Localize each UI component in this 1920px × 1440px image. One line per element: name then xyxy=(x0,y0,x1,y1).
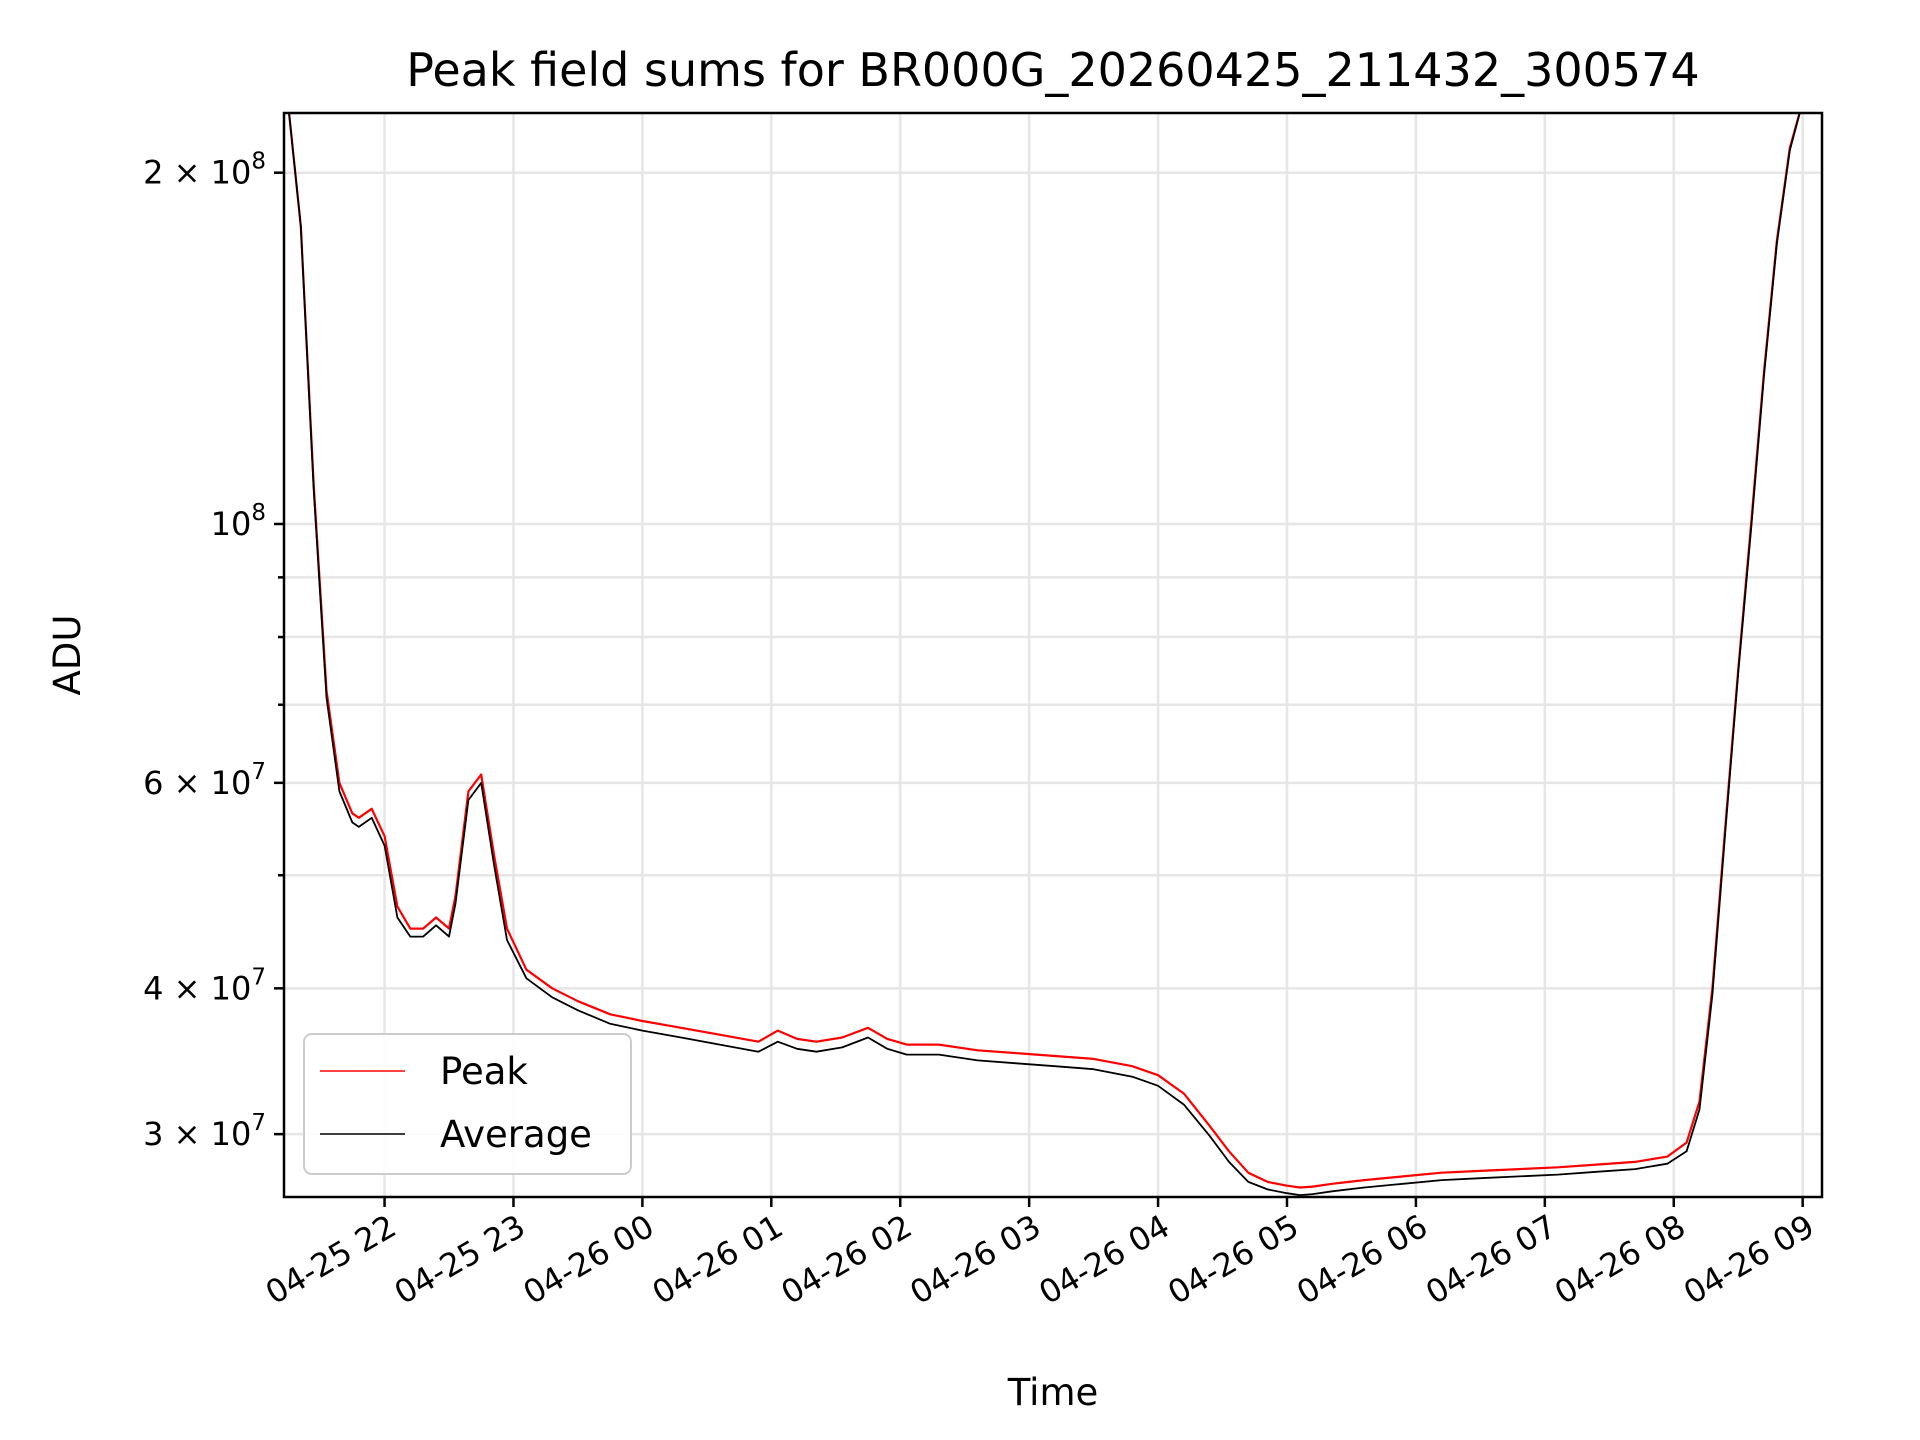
y-tick-label: 108 xyxy=(211,500,266,543)
x-tick-label: 04-25 22 xyxy=(259,1207,403,1312)
x-tick-label: 04-26 03 xyxy=(904,1207,1048,1312)
x-tick-label: 04-26 08 xyxy=(1548,1207,1692,1312)
data-series xyxy=(287,113,1801,1196)
x-tick-label: 04-25 23 xyxy=(388,1207,532,1312)
gridlines xyxy=(284,113,1822,1197)
chart-title: Peak field sums for BR000G_20260425_2114… xyxy=(406,43,1699,97)
legend-peak-label: Peak xyxy=(440,1050,528,1093)
x-tick-label: 04-26 09 xyxy=(1677,1207,1821,1312)
y-tick-label: 3 × 107 xyxy=(143,1110,266,1153)
y-tick-label: 2 × 108 xyxy=(143,149,266,192)
y-axis-label: ADU xyxy=(46,615,89,696)
x-axis-label: Time xyxy=(1007,1371,1099,1414)
series-line-peak xyxy=(287,113,1801,1189)
legend-box xyxy=(303,1033,632,1175)
y-tick-label: 6 × 107 xyxy=(143,759,266,802)
series-line-average xyxy=(288,113,1801,1196)
x-tick-label: 04-26 06 xyxy=(1290,1207,1434,1312)
plot-frame xyxy=(282,111,1824,1199)
x-tick-label: 04-26 07 xyxy=(1419,1207,1563,1312)
x-tick-label: 04-26 04 xyxy=(1032,1207,1176,1312)
x-tick-label: 04-26 05 xyxy=(1161,1207,1305,1312)
x-tick-label: 04-26 00 xyxy=(517,1207,661,1312)
x-tick-label: 04-26 01 xyxy=(646,1207,790,1312)
legend: Peak Average xyxy=(303,1033,632,1175)
y-tick-label: 4 × 107 xyxy=(143,964,266,1007)
legend-average-label: Average xyxy=(440,1113,592,1156)
x-tick-label: 04-26 02 xyxy=(775,1207,919,1312)
y-axis-ticks: 3 × 107 4 × 107 6 × 107 108 2 × 108 xyxy=(143,149,284,1153)
